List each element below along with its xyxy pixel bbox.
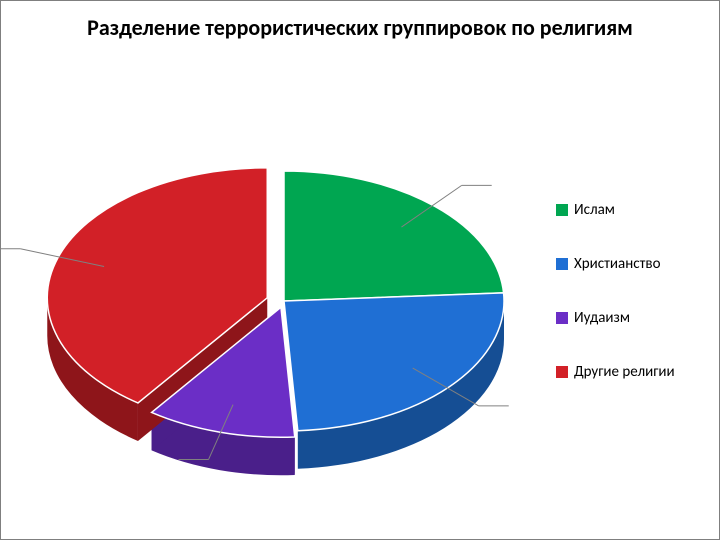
pie-slice-christ xyxy=(284,293,504,431)
legend-swatch-juda xyxy=(556,312,568,324)
legend-item-christ: Христианство xyxy=(556,255,675,273)
legend-swatch-islam xyxy=(556,204,568,216)
legend-swatch-christ xyxy=(556,258,568,270)
legend-item-islam: Ислам xyxy=(556,201,675,219)
chart-frame: { "chart": { "type": "pie-3d", "title": … xyxy=(0,0,720,540)
legend-label-other: Другие религии xyxy=(574,363,675,381)
legend-item-juda: Иудаизм xyxy=(556,309,675,327)
pie-slice-islam xyxy=(284,171,504,301)
legend-swatch-other xyxy=(556,366,568,378)
legend-label-juda: Иудаизм xyxy=(574,309,630,327)
legend: Ислам Христианство Иудаизм Другие религи… xyxy=(556,201,675,381)
legend-label-islam: Ислам xyxy=(574,201,615,219)
legend-item-other: Другие религии xyxy=(556,363,675,381)
legend-label-christ: Христианство xyxy=(574,255,660,273)
